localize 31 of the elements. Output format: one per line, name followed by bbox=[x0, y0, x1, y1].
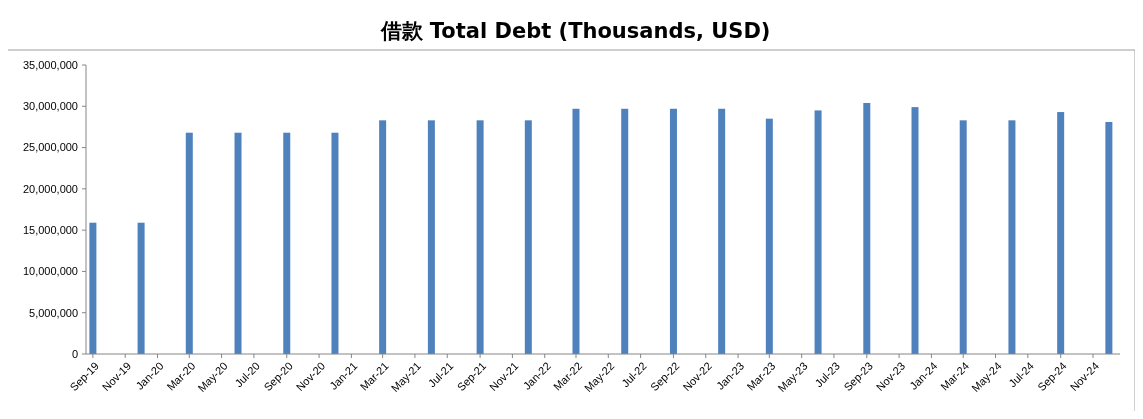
bar bbox=[669, 108, 677, 354]
bar bbox=[1008, 120, 1016, 354]
bar bbox=[765, 118, 773, 354]
y-tick-label: 5,000,000 bbox=[29, 306, 78, 319]
y-tick-label: 15,000,000 bbox=[22, 223, 78, 236]
y-tick-label: 20,000,000 bbox=[22, 182, 78, 195]
bar bbox=[911, 107, 919, 354]
y-tick-label: 25,000,000 bbox=[22, 141, 78, 154]
bar bbox=[959, 120, 967, 354]
bar bbox=[524, 120, 532, 354]
y-tick-label: 0 bbox=[71, 347, 78, 360]
bar bbox=[621, 108, 629, 354]
y-tick-label: 35,000,000 bbox=[22, 58, 78, 71]
bar bbox=[1057, 112, 1065, 354]
bar bbox=[1105, 121, 1113, 354]
bar bbox=[283, 132, 291, 354]
bar bbox=[137, 222, 145, 354]
bar bbox=[814, 110, 822, 354]
y-tick-label: 10,000,000 bbox=[22, 265, 78, 278]
bar bbox=[234, 132, 242, 354]
bar bbox=[379, 120, 387, 354]
bar bbox=[427, 120, 435, 354]
bar bbox=[718, 108, 726, 354]
y-tick-label: 30,000,000 bbox=[22, 100, 78, 113]
bar bbox=[89, 222, 97, 354]
bar bbox=[572, 108, 580, 354]
bar bbox=[863, 102, 871, 354]
bar bbox=[331, 132, 339, 354]
bar bbox=[185, 132, 193, 354]
bar bbox=[476, 120, 484, 354]
chart-title: 借款 Total Debt (Thousands, USD) bbox=[379, 19, 771, 43]
